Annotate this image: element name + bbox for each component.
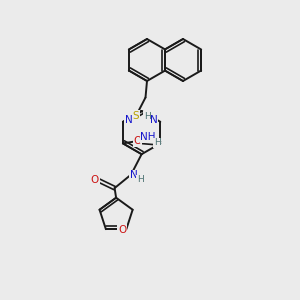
Text: NH: NH	[140, 132, 156, 142]
Text: N: N	[130, 170, 137, 180]
Text: O: O	[91, 175, 99, 185]
Text: O: O	[118, 225, 126, 235]
Text: N: N	[125, 115, 133, 125]
Text: H: H	[154, 138, 160, 147]
Text: H: H	[144, 112, 151, 121]
Text: H: H	[137, 176, 143, 184]
Text: N: N	[150, 115, 158, 125]
Text: O: O	[134, 136, 142, 146]
Text: S: S	[133, 111, 139, 121]
